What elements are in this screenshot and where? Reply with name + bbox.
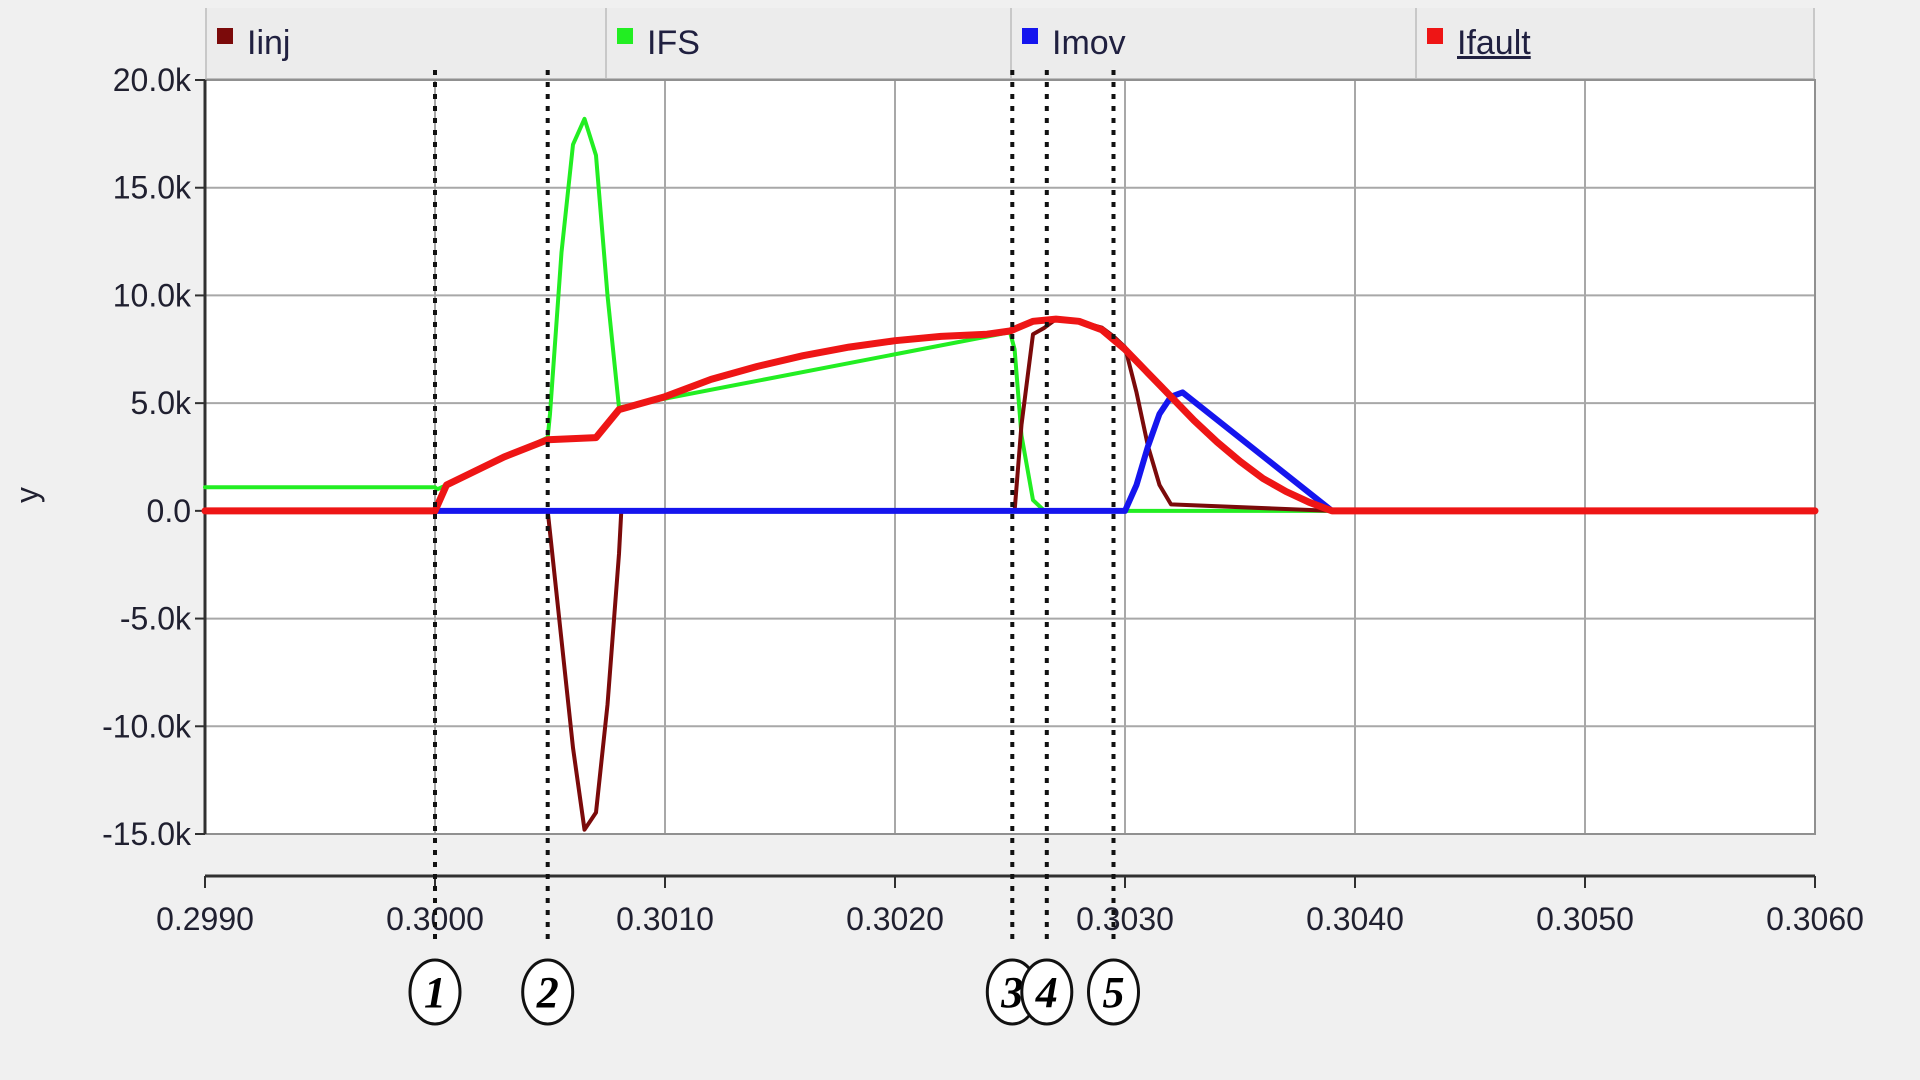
legend-label-ifault: Ifault: [1457, 23, 1531, 62]
axes: 20.0k 15.0k 10.0k 5.0k 0.0 -5.0k -10.0k -15.0k 0…: [102, 62, 1864, 937]
legend-item-ifs[interactable]: IFS: [605, 8, 1010, 78]
marker-circle-1: [408, 958, 462, 1026]
marker-circle-4: [1020, 958, 1074, 1026]
y-tick-label: 15.0k: [113, 170, 192, 206]
legend-item-iinj[interactable]: Iinj: [205, 8, 605, 78]
x-tick-label: 0.3040: [1306, 901, 1404, 937]
x-tick-label: 0.3030: [1076, 901, 1174, 937]
x-tick-label: 0.3020: [846, 901, 944, 937]
y-tick-label: 5.0k: [131, 385, 192, 421]
y-tick-label: 20.0k: [113, 62, 192, 98]
x-tick-label: 0.3010: [616, 901, 714, 937]
legend-item-imov[interactable]: Imov: [1010, 8, 1415, 78]
series-line-imov: [202, 389, 1818, 514]
x-tick-label: 0.3060: [1766, 901, 1864, 937]
legend-label-ifs: IFS: [647, 23, 700, 62]
legend-swatch-ifs: [617, 28, 633, 44]
y-tick-label: -5.0k: [120, 601, 192, 637]
marker-circle-2: [521, 958, 575, 1026]
legend-swatch-imov: [1022, 28, 1038, 44]
marker-label-3: 3: [1000, 968, 1023, 1017]
y-tick-label: -10.0k: [102, 708, 192, 744]
legend-swatch-iinj: [217, 28, 233, 44]
legend-label-iinj: Iinj: [247, 23, 291, 62]
marker-label-5: 5: [1103, 968, 1125, 1017]
y-tick-label: 10.0k: [113, 277, 192, 313]
series-lines: [201, 116, 1819, 832]
x-tick-label: 0.2990: [156, 901, 254, 937]
legend: Iinj IFS Imov Ifault: [205, 8, 1815, 80]
legend-label-imov: Imov: [1052, 23, 1126, 62]
series-line-iinj: [203, 317, 1817, 832]
y-tick-label: -15.0k: [102, 816, 192, 852]
marker-circle-5: [1087, 958, 1140, 1026]
y-tick-label: 0.0: [147, 493, 191, 529]
legend-swatch-ifault: [1427, 28, 1443, 44]
legend-item-ifault[interactable]: Ifault: [1415, 8, 1815, 78]
series-line-ifault: [201, 315, 1819, 515]
y-axis-label: y: [9, 487, 45, 503]
x-tick-label: 0.3050: [1536, 901, 1634, 937]
marker-label-1: 1: [424, 968, 446, 1017]
x-tick-label: 0.3000: [386, 901, 484, 937]
marker-label-2: 2: [536, 968, 559, 1017]
marker-label-4: 4: [1035, 968, 1058, 1017]
plot-area: [205, 80, 1815, 834]
